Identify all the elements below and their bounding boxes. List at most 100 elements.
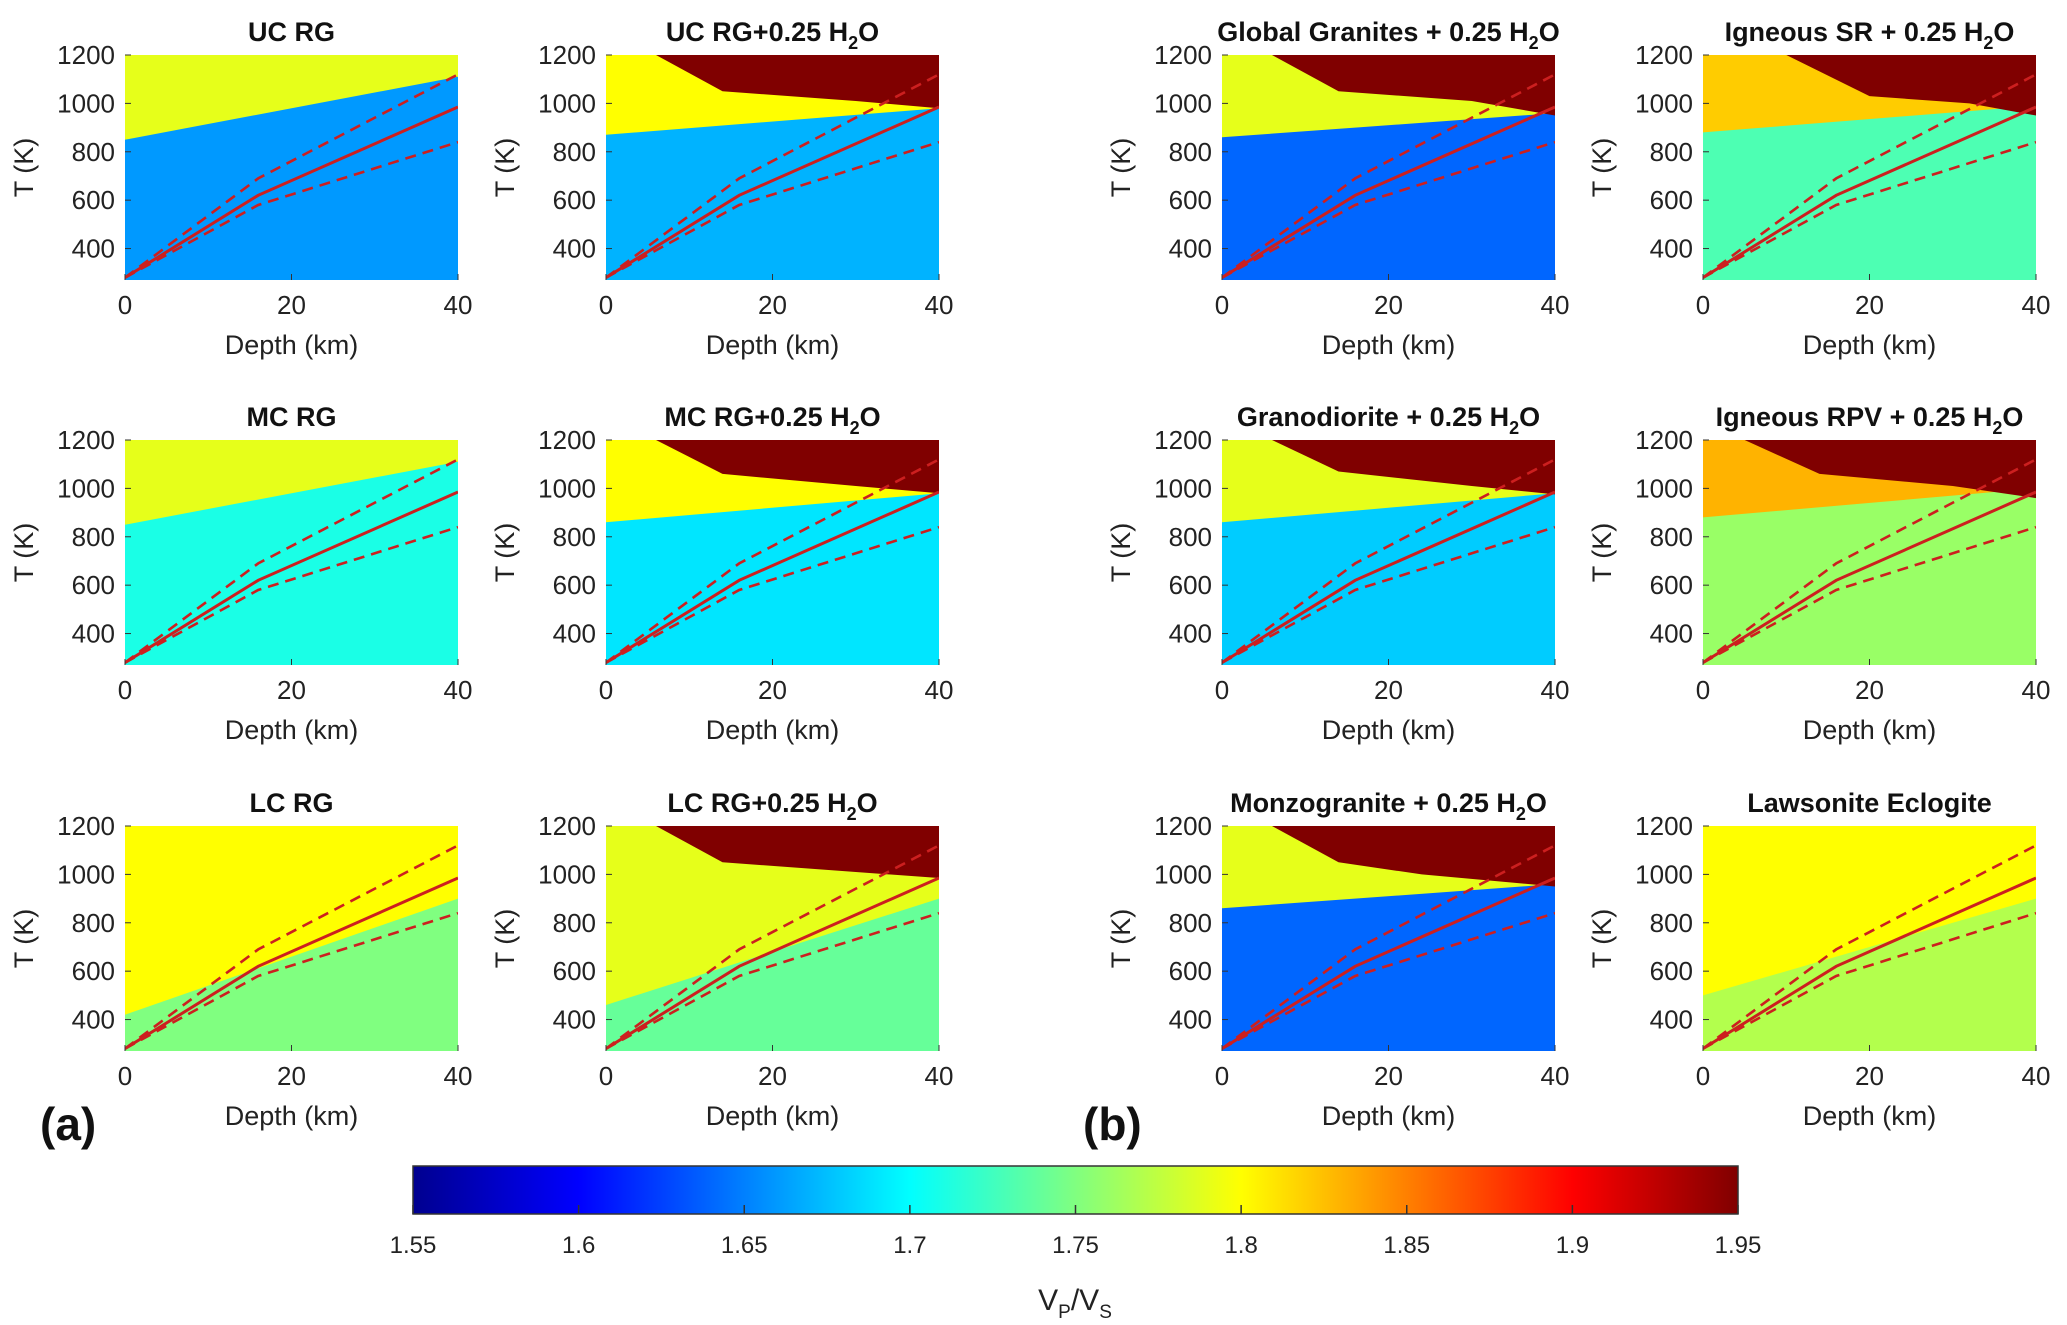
x-tick-label: 40: [1541, 675, 1570, 705]
geotherm-upper-dashed: [1703, 73, 2036, 279]
panel-field: [606, 440, 939, 665]
colorbar-tick-label: 1.6: [562, 1232, 595, 1259]
colorbar-label-sub1: P: [1058, 1302, 1071, 1323]
x-tick-label: 20: [758, 1061, 787, 1091]
x-tick-label: 40: [2022, 675, 2051, 705]
y-axis-label: T (K): [1587, 523, 1617, 583]
field-upper-region: [1703, 826, 2036, 996]
y-tick-label: 1200: [1154, 425, 1212, 455]
x-tick-label: 40: [925, 675, 954, 705]
y-tick-label: 800: [1169, 137, 1212, 167]
panel-title: Lawsonite Eclogite: [1747, 788, 1992, 818]
geotherm-solid: [125, 105, 458, 279]
x-tick-label: 0: [599, 675, 613, 705]
field-melt-region: [656, 440, 939, 494]
colorbar-tick-label: 1.65: [721, 1232, 768, 1259]
x-tick-label: 20: [1374, 290, 1403, 320]
geotherm-solid: [606, 490, 939, 664]
y-axis-label: T (K): [1587, 909, 1617, 969]
y-axis-label: T (K): [490, 138, 520, 198]
x-axis-label: Depth (km): [225, 715, 359, 745]
x-tick-label: 20: [758, 290, 787, 320]
panel-field: [1703, 826, 2036, 1051]
y-tick-label: 800: [553, 137, 596, 167]
y-tick-label: 800: [72, 908, 115, 938]
x-tick-label: 40: [1541, 290, 1570, 320]
geotherm-upper-dashed: [606, 844, 939, 1050]
x-tick-label: 40: [925, 290, 954, 320]
y-tick-label: 600: [553, 956, 596, 986]
y-tick-label: 800: [553, 908, 596, 938]
geotherm-lower-dashed: [606, 911, 939, 1050]
geotherm-upper-dashed: [125, 844, 458, 1050]
colorbar-tick-label: 1.7: [893, 1232, 926, 1259]
geotherm-upper-dashed: [606, 73, 939, 279]
geotherm-upper-dashed: [1222, 844, 1555, 1050]
colorbar-ticks: 1.55 1.6 1.65 1.7 1.75 1.8 1.85 1.9 1.95: [390, 1205, 1761, 1259]
y-tick-label: 600: [553, 185, 596, 215]
geotherm-lower-dashed: [1703, 525, 2036, 664]
y-tick-label: 1200: [538, 811, 596, 841]
y-tick-label: 1200: [1154, 811, 1212, 841]
x-tick-label: 0: [118, 290, 132, 320]
x-tick-label: 20: [1855, 675, 1884, 705]
panel-2: Global Granites + 0.25 H2O40060080010001…: [1106, 17, 1569, 360]
x-tick-label: 20: [1374, 1061, 1403, 1091]
panel-field: [1222, 826, 1555, 1051]
y-axis-label: T (K): [9, 523, 39, 583]
colorbar-label: VP/VS: [1038, 1284, 1112, 1323]
y-tick-label: 1000: [1635, 473, 1693, 503]
y-axis-label: T (K): [1106, 909, 1136, 969]
geotherm-solid: [1222, 876, 1555, 1050]
y-tick-label: 800: [1169, 522, 1212, 552]
x-axis-label: Depth (km): [225, 330, 359, 360]
y-tick-label: 1000: [1635, 859, 1693, 889]
y-tick-label: 400: [1169, 234, 1212, 264]
panel-title: Igneous SR + 0.25 H2O: [1725, 17, 2015, 53]
x-tick-label: 0: [1696, 1061, 1710, 1091]
figure-label-b: (b): [1083, 1098, 1142, 1150]
x-axis-label: Depth (km): [1803, 1101, 1937, 1131]
x-tick-label: 0: [1215, 675, 1229, 705]
panel-6: Granodiorite + 0.25 H2O40060080010001200…: [1106, 402, 1569, 745]
panel-title: Monzogranite + 0.25 H2O: [1230, 788, 1547, 824]
colorbar-tick-label: 1.55: [390, 1232, 437, 1259]
panel-field: [1703, 55, 2036, 280]
y-axis-label: T (K): [490, 909, 520, 969]
y-axis-label: T (K): [1106, 523, 1136, 583]
figure-label-a: (a): [40, 1098, 96, 1150]
y-tick-label: 800: [1169, 908, 1212, 938]
x-tick-label: 20: [1374, 675, 1403, 705]
panel-title: LC RG+0.25 H2O: [667, 788, 877, 824]
y-tick-label: 400: [1169, 1005, 1212, 1035]
panel-title: LC RG: [250, 788, 334, 818]
y-tick-label: 1200: [1154, 40, 1212, 70]
y-tick-label: 400: [1650, 1005, 1693, 1035]
field-upper-region: [125, 826, 458, 1015]
x-tick-label: 0: [1215, 1061, 1229, 1091]
x-tick-label: 0: [1696, 290, 1710, 320]
y-tick-label: 1000: [57, 473, 115, 503]
panel-field: [606, 826, 939, 1051]
x-tick-label: 40: [2022, 290, 2051, 320]
y-tick-label: 400: [553, 619, 596, 649]
panel-0: UC RG 400 600 800 1000 1200 0 20 40 Depth (km) T (…: [9, 17, 472, 360]
x-tick-label: 0: [118, 675, 132, 705]
field-melt-region: [656, 55, 939, 109]
y-tick-label: 1200: [57, 40, 115, 70]
x-tick-label: 40: [444, 290, 473, 320]
y-tick-label: 1000: [538, 88, 596, 118]
geotherm-lower-dashed: [1222, 911, 1555, 1050]
geotherm-upper-dashed: [1703, 844, 2036, 1050]
panel-field: [1222, 55, 1555, 280]
x-axis-label: Depth (km): [1803, 330, 1937, 360]
x-tick-label: 20: [277, 290, 306, 320]
y-tick-label: 600: [553, 570, 596, 600]
geotherm-upper-dashed: [1222, 458, 1555, 664]
panel-title: Granodiorite + 0.25 H2O: [1237, 402, 1540, 438]
geotherm-lower-dashed: [1703, 140, 2036, 279]
x-axis-label: Depth (km): [1322, 330, 1456, 360]
y-tick-label: 1200: [1635, 40, 1693, 70]
field-melt-region: [1786, 55, 2036, 116]
